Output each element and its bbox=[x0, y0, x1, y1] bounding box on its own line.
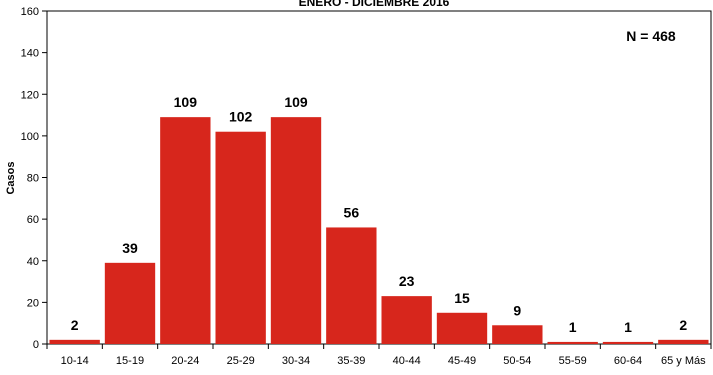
bar bbox=[270, 117, 322, 344]
y-tick-label: 120 bbox=[21, 89, 39, 101]
data-label: 1 bbox=[569, 319, 577, 335]
y-tick-label: 160 bbox=[21, 6, 39, 18]
data-label: 1 bbox=[624, 319, 632, 335]
bar bbox=[381, 296, 432, 344]
y-tick-label: 0 bbox=[33, 339, 39, 351]
y-axis-label: Casos bbox=[5, 161, 17, 194]
x-tick-label: 30-34 bbox=[282, 355, 310, 367]
y-tick-label: 40 bbox=[27, 256, 39, 268]
x-tick-label: 15-19 bbox=[116, 355, 144, 367]
y-tick-label: 140 bbox=[21, 48, 39, 60]
x-tick-label: 65 y Más bbox=[661, 355, 706, 367]
y-axis: 0 20 40 60 80 100 120 140 160 bbox=[21, 6, 47, 351]
data-label: 23 bbox=[399, 273, 415, 289]
bar bbox=[49, 339, 100, 344]
data-label: 15 bbox=[454, 290, 470, 306]
x-tick-label: 10-14 bbox=[61, 355, 89, 367]
data-label: 9 bbox=[513, 302, 521, 318]
n-annotation: N = 468 bbox=[626, 28, 676, 44]
bar bbox=[436, 312, 488, 344]
data-label: 39 bbox=[122, 240, 138, 256]
bar bbox=[215, 131, 266, 344]
y-tick-label: 100 bbox=[21, 131, 39, 143]
x-tick-label: 45-49 bbox=[448, 355, 476, 367]
x-tick-label: 25-29 bbox=[227, 355, 255, 367]
bars: 2 39 109 102 109 56 23 15 9 1 1 2 bbox=[49, 94, 709, 344]
x-axis: 10-14 15-19 20-24 25-29 30-34 35-39 40-44 45-49… bbox=[46, 344, 712, 367]
bar bbox=[602, 341, 654, 344]
bar bbox=[104, 262, 156, 344]
data-label: 109 bbox=[284, 94, 308, 110]
x-tick-label: 35-39 bbox=[337, 355, 365, 367]
data-label: 56 bbox=[344, 204, 360, 220]
bar bbox=[492, 325, 543, 344]
bar bbox=[658, 339, 709, 344]
y-tick-label: 20 bbox=[27, 297, 39, 309]
x-tick-label: 55-59 bbox=[559, 355, 587, 367]
y-tick-label: 60 bbox=[27, 214, 39, 226]
x-tick-label: 60-64 bbox=[614, 355, 642, 367]
chart-title: ENERO - DICIEMBRE 2016 bbox=[299, 0, 450, 9]
bar bbox=[160, 117, 211, 344]
bar bbox=[326, 227, 377, 344]
x-tick-label: 20-24 bbox=[171, 355, 199, 367]
data-label: 102 bbox=[229, 109, 253, 125]
x-tick-label: 40-44 bbox=[393, 355, 421, 367]
data-label: 2 bbox=[71, 317, 79, 333]
bar bbox=[547, 341, 598, 344]
data-label: 109 bbox=[174, 94, 198, 110]
data-label: 2 bbox=[679, 317, 687, 333]
y-tick-label: 80 bbox=[27, 173, 39, 185]
x-tick-label: 50-54 bbox=[503, 355, 531, 367]
